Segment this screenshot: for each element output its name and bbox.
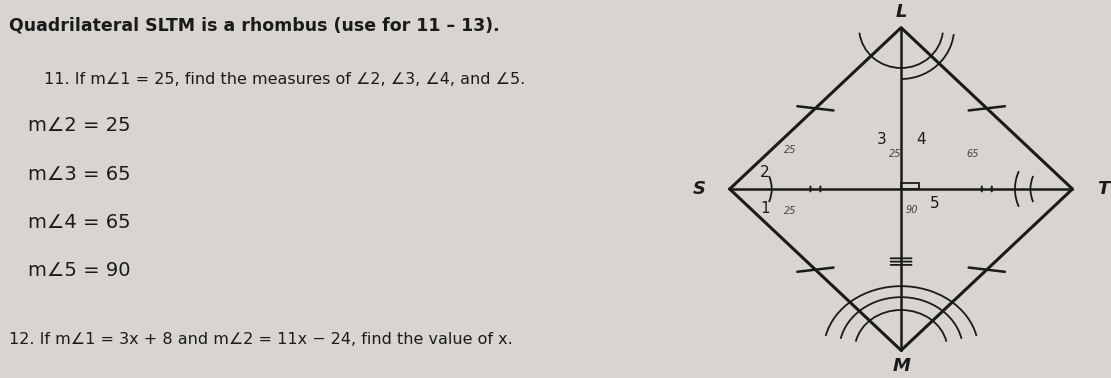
Text: 12. If m∠1 = 3x + 8 and m∠2 = 11x − 24, find the value of x.: 12. If m∠1 = 3x + 8 and m∠2 = 11x − 24, … (9, 332, 512, 347)
Text: L: L (895, 3, 907, 21)
Text: m∠2 = 25: m∠2 = 25 (28, 116, 130, 135)
Text: 25: 25 (889, 149, 902, 159)
Text: 11. If m∠1 = 25, find the measures of ∠2, ∠3, ∠4, and ∠5.: 11. If m∠1 = 25, find the measures of ∠2… (44, 72, 526, 87)
Text: 1: 1 (760, 201, 770, 215)
Text: m∠5 = 90: m∠5 = 90 (28, 260, 130, 279)
Text: 2: 2 (760, 165, 770, 180)
Text: 3: 3 (877, 132, 887, 147)
Text: 25: 25 (784, 146, 797, 155)
Text: T: T (1097, 180, 1109, 198)
Text: M: M (892, 357, 910, 375)
Text: 25: 25 (784, 206, 797, 216)
Text: 90: 90 (905, 205, 919, 215)
Text: m∠4 = 65: m∠4 = 65 (28, 213, 130, 232)
Text: Quadrilateral SLTM is a rhombus (use for 11 – 13).: Quadrilateral SLTM is a rhombus (use for… (9, 17, 500, 35)
Text: 65: 65 (967, 149, 979, 159)
Text: S: S (692, 180, 705, 198)
Text: 4: 4 (917, 132, 925, 147)
Text: 5: 5 (930, 196, 939, 211)
Text: m∠3 = 65: m∠3 = 65 (28, 165, 130, 184)
